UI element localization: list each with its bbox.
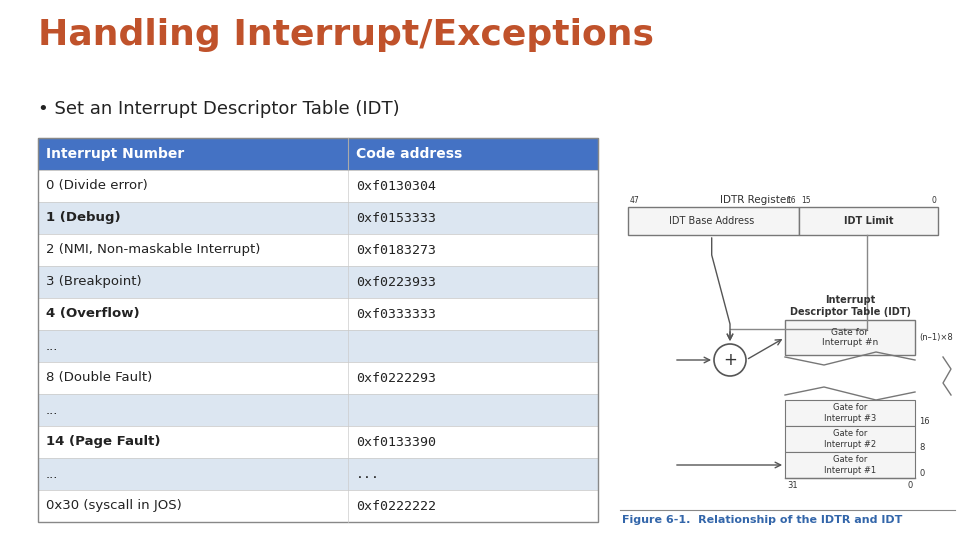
Text: 0 (Divide error): 0 (Divide error) bbox=[46, 179, 148, 192]
Text: 0xf0183273: 0xf0183273 bbox=[356, 244, 436, 256]
Text: Gate for
Interrupt #2: Gate for Interrupt #2 bbox=[824, 429, 876, 449]
Text: +: + bbox=[723, 351, 737, 369]
Text: Code address: Code address bbox=[356, 147, 463, 161]
Bar bbox=[785, 452, 915, 478]
Text: 31: 31 bbox=[787, 481, 798, 490]
Bar bbox=[38, 234, 598, 266]
Text: Gate for
Interrupt #3: Gate for Interrupt #3 bbox=[824, 403, 876, 423]
Text: 0xf0130304: 0xf0130304 bbox=[356, 179, 436, 192]
Text: 0: 0 bbox=[908, 481, 913, 490]
Bar bbox=[38, 202, 598, 234]
Text: 8: 8 bbox=[919, 443, 924, 452]
Text: IDTR Register: IDTR Register bbox=[720, 195, 791, 205]
Bar bbox=[785, 400, 915, 426]
Text: ...: ... bbox=[46, 340, 59, 353]
Text: 15: 15 bbox=[802, 196, 811, 205]
Text: 0xf0333333: 0xf0333333 bbox=[356, 307, 436, 321]
Text: 14 (Page Fault): 14 (Page Fault) bbox=[46, 435, 160, 449]
Bar bbox=[799, 207, 938, 235]
Text: 1 (Debug): 1 (Debug) bbox=[46, 212, 121, 225]
Text: 0xf0153333: 0xf0153333 bbox=[356, 212, 436, 225]
Text: ...: ... bbox=[46, 403, 59, 416]
Bar bbox=[628, 207, 799, 235]
Text: 16: 16 bbox=[919, 417, 929, 426]
Text: 2 (NMI, Non-maskable Interrupt): 2 (NMI, Non-maskable Interrupt) bbox=[46, 244, 260, 256]
Text: 8 (Double Fault): 8 (Double Fault) bbox=[46, 372, 153, 384]
Text: 0xf0222293: 0xf0222293 bbox=[356, 372, 436, 384]
Bar bbox=[38, 138, 598, 522]
Text: 47: 47 bbox=[630, 196, 639, 205]
Bar bbox=[38, 266, 598, 298]
Text: ...: ... bbox=[46, 468, 59, 481]
Bar bbox=[785, 320, 915, 355]
Bar bbox=[38, 490, 598, 522]
Text: (n–1)×8: (n–1)×8 bbox=[919, 333, 952, 342]
Text: 0: 0 bbox=[919, 469, 924, 478]
Text: Figure 6-1.  Relationship of the IDTR and IDT: Figure 6-1. Relationship of the IDTR and… bbox=[622, 515, 902, 525]
Text: 0xf0133390: 0xf0133390 bbox=[356, 435, 436, 449]
Bar bbox=[38, 394, 598, 426]
Text: 16: 16 bbox=[786, 196, 796, 205]
Bar bbox=[785, 426, 915, 452]
Text: 3 (Breakpoint): 3 (Breakpoint) bbox=[46, 275, 142, 288]
Text: IDT Limit: IDT Limit bbox=[844, 216, 893, 226]
Text: Interrupt Number: Interrupt Number bbox=[46, 147, 184, 161]
Text: Handling Interrupt/Exceptions: Handling Interrupt/Exceptions bbox=[38, 18, 654, 52]
Bar bbox=[38, 458, 598, 490]
Bar bbox=[38, 362, 598, 394]
Text: Gate for
Interrupt #n: Gate for Interrupt #n bbox=[822, 328, 878, 347]
Text: • Set an Interrupt Descriptor Table (IDT): • Set an Interrupt Descriptor Table (IDT… bbox=[38, 100, 399, 118]
Text: IDT Base Address: IDT Base Address bbox=[669, 216, 755, 226]
Bar bbox=[38, 298, 598, 330]
Bar bbox=[38, 170, 598, 202]
Text: 0: 0 bbox=[931, 196, 936, 205]
Circle shape bbox=[714, 344, 746, 376]
Text: 0xf0222222: 0xf0222222 bbox=[356, 500, 436, 512]
Text: ...: ... bbox=[356, 468, 380, 481]
Text: 0x30 (syscall in JOS): 0x30 (syscall in JOS) bbox=[46, 500, 181, 512]
Bar bbox=[38, 426, 598, 458]
Text: 0xf0223933: 0xf0223933 bbox=[356, 275, 436, 288]
Bar bbox=[38, 330, 598, 362]
Text: Interrupt
Descriptor Table (IDT): Interrupt Descriptor Table (IDT) bbox=[789, 295, 910, 317]
Text: 4 (Overflow): 4 (Overflow) bbox=[46, 307, 139, 321]
Bar bbox=[38, 138, 598, 170]
Text: Gate for
Interrupt #1: Gate for Interrupt #1 bbox=[824, 455, 876, 475]
